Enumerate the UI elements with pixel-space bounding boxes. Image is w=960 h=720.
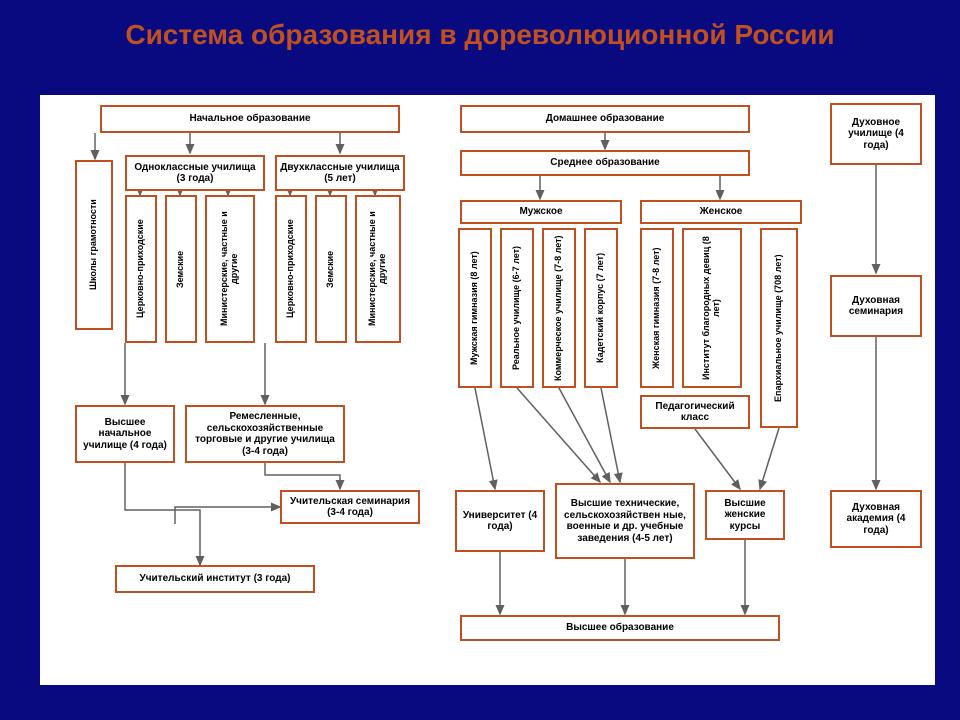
arrow <box>559 388 610 482</box>
box-univ: Университет (4 года) <box>455 490 545 552</box>
vbox-inst: Институт благородных девиц (8 лет) <box>682 228 742 388</box>
vbox-church1: Церковно-приходские <box>125 195 157 343</box>
vbox-min2: Министерские, частные и другие <box>355 195 401 343</box>
arrow <box>265 463 340 489</box>
box-pedclass: Педагогический класс <box>640 395 750 429</box>
box-oneclass: Одноклассные училища (3 года) <box>125 155 265 191</box>
vbox-church2: Церковно-приходские <box>275 195 307 343</box>
arrow <box>760 428 779 489</box>
box-womencourse: Высшие женские курсы <box>705 490 785 540</box>
vbox-commerce: Коммерческое училище (7-8 лет) <box>542 228 576 388</box>
diagram-canvas: Начальное образование Домашнее образовани… <box>40 95 935 685</box>
arrow <box>695 429 740 489</box>
arrow <box>517 388 600 482</box>
box-primary: Начальное образование <box>100 105 400 133</box>
vbox-malegym: Мужская гимназия (8 лет) <box>458 228 492 388</box>
vbox-femgym: Женская гимназия (7-8 лет) <box>640 228 674 388</box>
box-seminary: Духовная семинария <box>830 275 922 337</box>
vbox-real: Реальное училище (6-7 лет) <box>500 228 534 388</box>
vbox-cadet: Кадетский корпус (7 лет) <box>584 228 618 388</box>
arrow <box>125 463 200 565</box>
arrow <box>475 388 495 489</box>
arrow <box>601 388 620 482</box>
box-higher: Высшее образование <box>460 615 780 641</box>
vbox-min1: Министерские, частные и другие <box>205 195 255 343</box>
vbox-zem1: Земские <box>165 195 197 343</box>
box-secondary: Среднее образование <box>460 150 750 176</box>
vbox-literacy: Школы грамотности <box>75 160 113 330</box>
box-female: Женское <box>640 200 802 224</box>
arrow <box>175 507 280 524</box>
slide-title: Система образования в дореволюционной Ро… <box>0 0 960 62</box>
box-religschool: Духовное училище (4 года) <box>830 103 922 165</box>
box-craft: Ремесленные, сельскохозяйственные торгов… <box>185 405 345 463</box>
box-teachinst: Учительский институт (3 года) <box>115 565 315 593</box>
box-home: Домашнее образование <box>460 105 750 133</box>
vbox-eparchy: Епархиальное училище (708 лет) <box>760 228 798 428</box>
box-hightech: Высшие технические, сельскохозяйствен ны… <box>555 483 695 559</box>
box-teachsem: Учительская семинария (3-4 года) <box>280 490 420 524</box>
box-highprim: Высшее начальное училище (4 года) <box>75 405 175 463</box>
box-twoclass: Двухклассные училища (5 лет) <box>275 155 405 191</box>
box-academy: Духовная академия (4 года) <box>830 490 922 548</box>
box-male: Мужское <box>460 200 622 224</box>
vbox-zem2: Земские <box>315 195 347 343</box>
